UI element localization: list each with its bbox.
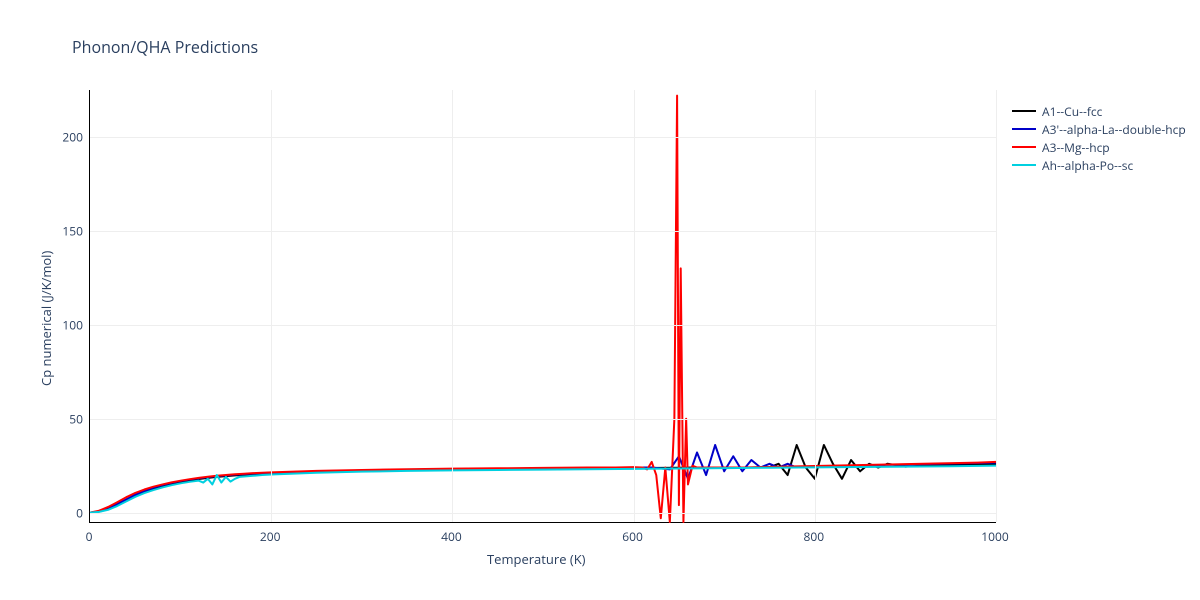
legend-swatch: [1012, 164, 1036, 166]
x-axis-label: Temperature (K): [487, 550, 586, 568]
series-line[interactable]: [90, 96, 996, 522]
phonon-chart-figure: Phonon/QHA Predictions Temperature (K) C…: [0, 0, 1200, 600]
y-tick-label: 200: [55, 128, 83, 145]
legend-swatch: [1012, 128, 1036, 130]
chart-title: Phonon/QHA Predictions: [72, 36, 258, 58]
gridline-h: [90, 231, 996, 232]
y-tick-label: 0: [55, 504, 83, 521]
series-line[interactable]: [90, 445, 996, 513]
gridline-v: [634, 90, 635, 522]
series-line[interactable]: [90, 445, 996, 513]
y-tick-label: 100: [55, 316, 83, 333]
gridline-h: [90, 419, 996, 420]
legend-item[interactable]: Ah--alpha-Po--sc: [1012, 156, 1186, 174]
x-tick-label: 1000: [981, 528, 1008, 545]
y-tick-label: 150: [55, 222, 83, 239]
gridline-h: [90, 513, 996, 514]
x-tick-label: 600: [622, 528, 643, 545]
series-svg: [90, 90, 996, 522]
legend-item[interactable]: A3--Mg--hcp: [1012, 138, 1186, 156]
gridline-v: [815, 90, 816, 522]
gridline-h: [90, 137, 996, 138]
legend-item[interactable]: A1--Cu--fcc: [1012, 102, 1186, 120]
legend[interactable]: A1--Cu--fccA3'--alpha-La--double-hcpA3--…: [1012, 102, 1186, 174]
legend-label: A3'--alpha-La--double-hcp: [1042, 121, 1186, 138]
y-tick-label: 50: [55, 410, 83, 427]
gridline-v: [996, 90, 997, 522]
legend-swatch: [1012, 146, 1036, 148]
legend-label: Ah--alpha-Po--sc: [1042, 157, 1133, 174]
gridline-h: [90, 325, 996, 326]
x-tick-label: 0: [86, 528, 93, 545]
gridline-v: [452, 90, 453, 522]
gridline-v: [271, 90, 272, 522]
x-tick-label: 800: [804, 528, 825, 545]
legend-label: A3--Mg--hcp: [1042, 139, 1110, 156]
x-tick-label: 400: [441, 528, 462, 545]
x-tick-label: 200: [260, 528, 281, 545]
legend-swatch: [1012, 110, 1036, 112]
series-line[interactable]: [90, 466, 996, 513]
legend-label: A1--Cu--fcc: [1042, 103, 1102, 120]
y-axis-label: Cp numerical (J/K/mol): [37, 251, 55, 386]
plot-area[interactable]: [89, 90, 996, 523]
legend-item[interactable]: A3'--alpha-La--double-hcp: [1012, 120, 1186, 138]
